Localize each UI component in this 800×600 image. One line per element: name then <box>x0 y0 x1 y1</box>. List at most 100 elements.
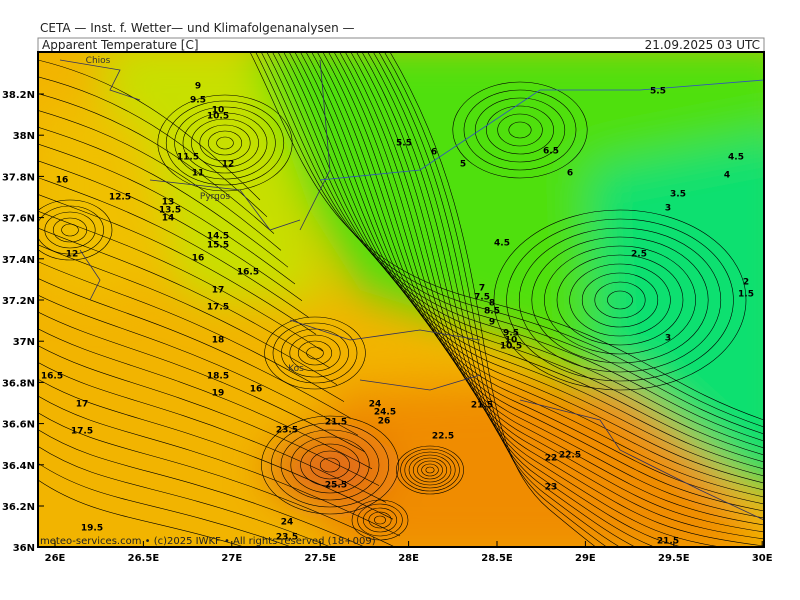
contour <box>378 52 621 547</box>
contour-label: 12 <box>66 250 79 260</box>
contour <box>38 294 359 436</box>
contour <box>38 462 293 547</box>
contour <box>270 422 390 508</box>
lon-label: 29E <box>575 553 596 564</box>
contour-label: 5 <box>460 160 466 170</box>
contour <box>372 52 636 547</box>
contour <box>310 450 350 480</box>
lon-label: 28.5E <box>481 553 513 564</box>
map-title: Apparent Temperature [C] <box>42 38 199 52</box>
contour <box>506 218 734 382</box>
lon-label: 28E <box>398 553 419 564</box>
contour <box>261 415 399 515</box>
contour-label: 16 <box>56 176 69 186</box>
contour <box>290 436 370 494</box>
contour-label: 9.5 <box>503 329 519 339</box>
lat-label: 36.4N <box>2 461 35 472</box>
contour <box>544 245 696 355</box>
contour <box>264 316 366 390</box>
contour-label: 6 <box>431 148 437 158</box>
contour <box>322 52 764 512</box>
contour <box>474 97 566 163</box>
contour <box>389 52 597 547</box>
contour <box>396 445 464 495</box>
contour-label: 24.5 <box>374 408 396 418</box>
contour-label: 23 <box>545 483 558 493</box>
contour <box>425 466 435 474</box>
contour-label: 4.5 <box>494 239 510 249</box>
contour <box>272 322 358 384</box>
contour-label: 7 <box>479 284 485 294</box>
contour-label: 21.5 <box>657 537 679 547</box>
contour <box>297 340 333 366</box>
contour <box>38 311 366 453</box>
contour <box>38 110 282 251</box>
contour <box>38 194 317 335</box>
contour <box>280 429 380 501</box>
contour-label: 16 <box>250 385 263 395</box>
contour <box>38 261 345 402</box>
contour-label: 22 <box>545 454 558 464</box>
contour <box>38 160 303 302</box>
contour <box>38 210 324 352</box>
contour-label: 4.5 <box>728 153 744 163</box>
place-name: Pyrgos <box>200 192 231 202</box>
contour-label: 12 <box>222 160 235 170</box>
contour-label: 23.5 <box>276 533 298 543</box>
contour-label: 10 <box>505 336 518 346</box>
map-date: 21.09.2025 03 UTC <box>645 38 760 52</box>
contour <box>38 177 310 318</box>
contour-label: 6.5 <box>543 147 559 157</box>
contour-label: 5.5 <box>650 87 666 97</box>
contour <box>38 395 401 537</box>
lat-label: 36N <box>13 543 35 554</box>
contour <box>607 290 633 310</box>
contour <box>417 460 443 480</box>
contour <box>452 81 588 179</box>
contour-label: 8.5 <box>484 307 500 317</box>
contour-label: 15.5 <box>207 241 229 251</box>
contour <box>368 511 392 529</box>
lon-label: 27.5E <box>304 553 336 564</box>
contour-label: 3 <box>665 204 671 214</box>
contour <box>38 76 268 218</box>
contour-label: 12.5 <box>109 193 131 203</box>
contour <box>38 143 296 285</box>
contour-label: 24 <box>281 518 294 528</box>
contour-label: 17.5 <box>207 303 229 313</box>
contour <box>182 112 268 174</box>
contour <box>38 345 380 486</box>
lon-label: 29.5E <box>658 553 690 564</box>
contour <box>408 454 452 486</box>
contour-label: 21.5 <box>471 401 493 411</box>
contour <box>38 378 394 520</box>
contour <box>362 507 398 533</box>
contour <box>38 59 261 201</box>
lon-label: 30E <box>752 553 773 564</box>
lat-label: 38.2N <box>2 90 35 101</box>
contour <box>412 457 448 483</box>
contour <box>281 328 349 378</box>
contour <box>384 52 608 547</box>
contour <box>165 100 285 186</box>
contour <box>463 89 577 171</box>
institute: CETA — Inst. f. Wetter— und Klimafolgena… <box>40 21 355 35</box>
contour-label: 4 <box>724 171 730 181</box>
contour-label: 26 <box>378 417 391 427</box>
contour <box>594 281 646 319</box>
contour <box>581 272 659 328</box>
coastline <box>59 59 764 521</box>
lon-label: 26.5E <box>128 553 160 564</box>
contour <box>328 52 764 519</box>
contour <box>339 52 764 533</box>
lat-label: 36.2N <box>2 502 35 513</box>
contour <box>38 446 332 547</box>
contour <box>38 227 331 369</box>
contour-label: 16.5 <box>41 372 63 382</box>
contour <box>569 263 671 337</box>
contour <box>38 199 113 261</box>
contour-label: 13 <box>162 198 175 208</box>
contour <box>38 244 338 386</box>
contour-label: 1.5 <box>738 290 754 300</box>
